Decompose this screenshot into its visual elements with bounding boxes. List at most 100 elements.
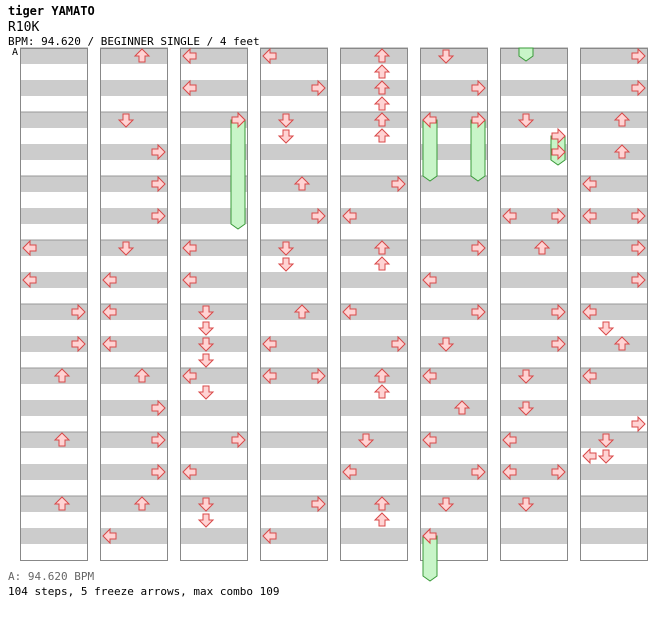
chart-info: BPM: 94.620 / BEGINNER SINGLE / 4 feet [8,35,260,48]
step-arrow-left [582,303,597,321]
step-arrow-left [502,431,517,449]
chart-column [260,47,328,561]
beat-row-band [500,272,568,288]
beat-row-band [580,80,648,96]
chart-column [100,47,168,561]
column-border [180,48,248,561]
step-arrow-up [53,432,71,447]
beat-row-band [260,496,328,512]
step-arrow-down [277,257,295,272]
beat-row-band [180,336,248,352]
step-arrow-down [277,113,295,128]
step-arrow-left [262,367,277,385]
beat-row-band [340,272,408,288]
column-border [260,48,328,561]
freeze-arrow [470,119,486,182]
beat-row-band [260,240,328,256]
beat-row-band [340,80,408,96]
step-arrow-right [311,495,326,513]
beat-row-band [260,80,328,96]
beat-row-band [180,432,248,448]
beat-row-band [20,496,88,512]
step-arrow-right [151,399,166,417]
beat-row-band [100,464,168,480]
beat-row-band [340,336,408,352]
beat-row-band [340,432,408,448]
beat-row-band [580,112,648,128]
step-arrow-right [551,335,566,353]
beat-row-band [260,528,328,544]
beat-row-band [340,496,408,512]
beat-row-band [260,176,328,192]
step-arrow-right [151,175,166,193]
beat-row-band [420,208,488,224]
beat-row-band [260,112,328,128]
step-arrow-down [597,321,615,336]
column-border [340,48,408,561]
column-border [420,48,488,561]
beat-row-band [180,240,248,256]
freeze-head-left [422,111,437,129]
beat-row-band [580,464,648,480]
beat-row-band [100,144,168,160]
step-arrow-down [517,113,535,128]
beat-row-band [20,272,88,288]
beat-row-band [180,528,248,544]
step-arrow-right [631,47,646,65]
beat-row-band [580,240,648,256]
step-arrow-right [631,271,646,289]
step-arrow-right [551,143,566,161]
step-arrow-down [197,353,215,368]
step-arrow-down [197,497,215,512]
beat-row-band [420,240,488,256]
step-arrow-left [182,271,197,289]
beat-row-band [100,528,168,544]
step-arrow-left [582,207,597,225]
freeze-head-left [422,527,437,545]
step-arrow-up [53,368,71,383]
beat-row-band [420,336,488,352]
step-arrow-left [582,447,597,465]
step-arrow-down [197,513,215,528]
beat-row-band [100,80,168,96]
beat-row-band [420,80,488,96]
step-arrow-right [551,303,566,321]
step-arrow-up [533,240,551,255]
step-arrow-up [373,368,391,383]
step-arrow-down [197,337,215,352]
step-arrow-down [277,241,295,256]
beat-row-band [420,400,488,416]
beat-row-band [100,368,168,384]
step-arrow-down [197,321,215,336]
beat-row-band [340,528,408,544]
step-arrow-right [231,431,246,449]
beat-row-band [100,304,168,320]
beat-row-band [500,368,568,384]
beat-row-band [420,368,488,384]
beat-row-band [500,528,568,544]
beat-row-band [100,400,168,416]
step-arrow-left [102,271,117,289]
step-arrow-left [182,463,197,481]
beat-row-band [260,208,328,224]
beat-row-band [260,368,328,384]
beat-row-band [580,272,648,288]
beat-row-band [20,80,88,96]
step-arrow-right [391,175,406,193]
step-arrow-right [311,79,326,97]
step-arrow-left [22,271,37,289]
beat-row-band [500,304,568,320]
step-arrow-up [373,496,391,511]
bpm-marker-label: A [12,47,19,58]
beat-row-band [580,368,648,384]
beat-row-band [340,48,408,64]
step-arrow-left [182,367,197,385]
beat-row-band [100,176,168,192]
step-arrow-up [373,384,391,399]
step-arrow-left [502,463,517,481]
step-arrow-up [613,144,631,159]
beat-row-band [180,496,248,512]
step-arrow-up [373,112,391,127]
beat-row-band [580,48,648,64]
step-arrow-down [117,241,135,256]
